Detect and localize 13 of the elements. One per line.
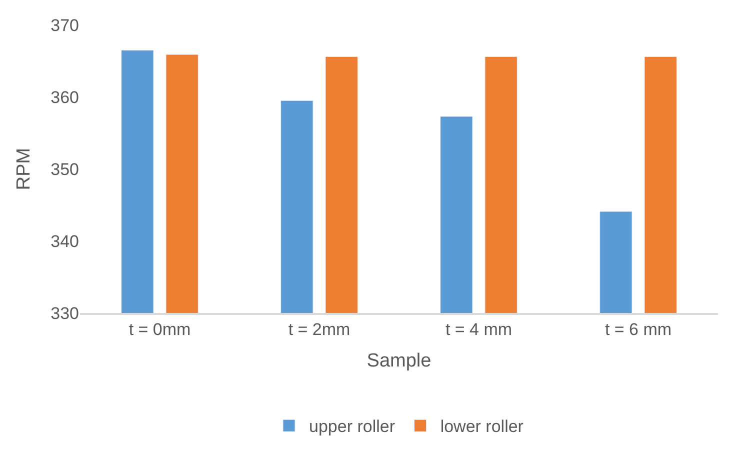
y-tick-label: 330 <box>50 304 79 323</box>
y-tick-label: 350 <box>50 160 79 179</box>
x-tick-label: t = 4 mm <box>445 320 512 340</box>
y-tick-label: 340 <box>50 232 79 251</box>
y-axis-title: RPM <box>13 148 34 190</box>
legend-label: lower roller <box>440 417 524 436</box>
y-tick-label: 360 <box>50 88 79 107</box>
legend-label: upper roller <box>309 417 396 436</box>
x-tick-label: t = 2mm <box>288 320 350 340</box>
x-axis-title: Sample <box>366 350 432 372</box>
x-tick-label: t = 0mm <box>128 320 191 340</box>
x-tick-label: t = 6 mm <box>604 320 672 340</box>
y-tick-label: 370 <box>50 16 79 35</box>
